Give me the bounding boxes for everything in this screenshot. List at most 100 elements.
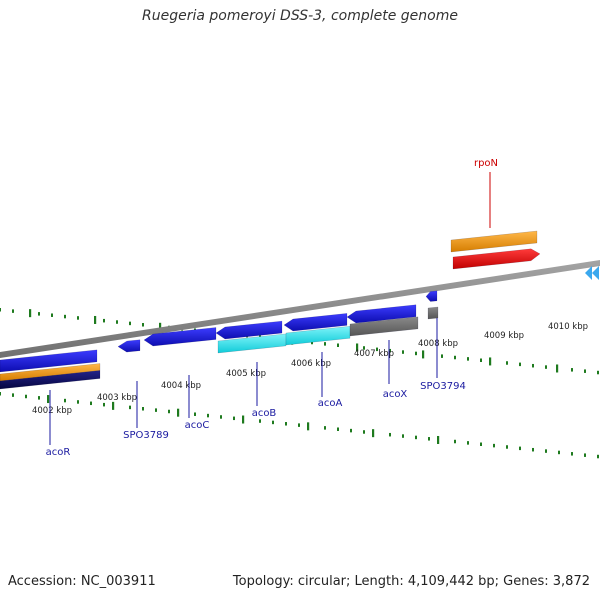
minor-tick: [207, 413, 209, 418]
minor-tick: [12, 393, 14, 397]
minor-tick: [129, 321, 131, 326]
minor-tick: [51, 313, 53, 317]
gene-name: acoA: [318, 398, 343, 409]
minor-tick: [428, 437, 430, 441]
ruler-label: 4006 kbp: [291, 359, 331, 369]
gene-acoB-feature[interactable]: [215, 320, 283, 340]
minor-tick: [129, 405, 131, 410]
minor-tick: [350, 428, 352, 433]
ruler-label: 4008 kbp: [418, 339, 458, 349]
minor-tick: [584, 453, 586, 457]
minor-tick: [545, 449, 547, 453]
gene-name: acoC: [185, 420, 210, 431]
minor-tick: [259, 419, 261, 423]
minor-tick: [571, 368, 573, 372]
minor-tick: [194, 412, 196, 416]
gene-name: SPO3794: [420, 381, 466, 392]
accession-label: Accession: NC_003911: [8, 574, 156, 589]
ruler-label: 4004 kbp: [161, 381, 201, 391]
minor-tick: [506, 361, 508, 365]
gene-label-acoB[interactable]: acoB: [252, 362, 277, 419]
minor-tick: [389, 348, 391, 353]
minor-tick: [12, 309, 14, 313]
rpoN-orange-feature[interactable]: [450, 230, 538, 253]
lower-tick-row: [0, 392, 599, 459]
minor-tick: [38, 396, 40, 400]
minor-tick: [90, 401, 92, 406]
minor-tick: [454, 439, 456, 444]
minor-tick: [337, 427, 339, 431]
minor-tick: [64, 314, 66, 319]
ruler-label: 4009 kbp: [484, 331, 524, 341]
minor-tick: [0, 308, 1, 312]
major-tick: [422, 350, 425, 359]
minor-tick: [454, 355, 456, 360]
minor-tick: [493, 443, 495, 448]
minor-tick: [155, 408, 157, 412]
gene-label-acoC[interactable]: acoC: [185, 375, 210, 431]
gene-label-acoR[interactable]: acoR: [46, 390, 71, 458]
gene-SPO3789-feature[interactable]: [117, 339, 141, 353]
major-tick: [489, 357, 492, 366]
gene-label-rpoN[interactable]: rpoN: [474, 158, 498, 228]
gene-label-SPO3789[interactable]: SPO3789: [123, 381, 169, 441]
gene-name: acoR: [46, 447, 71, 458]
minor-tick: [272, 420, 274, 425]
rpoN-red-feature[interactable]: [452, 248, 541, 270]
major-tick: [242, 415, 245, 424]
minor-tick: [64, 398, 66, 403]
genome-summary: Topology: circular; Length: 4,109,442 bp…: [232, 574, 590, 589]
major-tick: [94, 315, 97, 324]
ruler-labels: 4002 kbp 4003 kbp 4004 kbp 4005 kbp 4006 kbp…: [32, 322, 588, 416]
gene-acoX-feature[interactable]: [346, 304, 417, 324]
major-tick: [372, 429, 375, 438]
ruler-label: 4002 kbp: [32, 406, 72, 416]
minor-tick: [363, 346, 365, 350]
minor-tick: [441, 354, 443, 358]
minor-tick: [363, 430, 365, 434]
gene-acoC-feature[interactable]: [143, 327, 217, 347]
major-tick: [437, 435, 440, 444]
gene-label-acoA[interactable]: acoA: [318, 352, 343, 409]
gene-label-acoX[interactable]: acoX: [383, 340, 408, 400]
minor-tick: [25, 394, 27, 399]
gene-acoA-feature[interactable]: [283, 313, 348, 332]
acoR-navy-feature[interactable]: [0, 370, 101, 390]
minor-tick: [103, 402, 105, 407]
minor-tick: [233, 416, 235, 421]
ruler-label: 4010 kbp: [548, 322, 588, 332]
ruler-label: 4007 kbp: [354, 349, 394, 359]
minor-tick: [532, 447, 534, 452]
minor-tick: [402, 434, 404, 438]
gene-acoR-feature[interactable]: [0, 349, 98, 373]
acoR-orange-feature[interactable]: [0, 363, 101, 382]
minor-tick: [532, 363, 534, 368]
minor-tick: [415, 351, 417, 356]
double-chevron-left-icon[interactable]: [585, 266, 599, 280]
minor-tick: [467, 441, 469, 445]
minor-tick: [402, 350, 404, 354]
gene-name: rpoN: [474, 158, 498, 169]
gene-SPO3794-feature[interactable]: [425, 290, 438, 302]
minor-tick: [168, 409, 170, 414]
minor-tick: [142, 323, 144, 327]
gene-name: acoB: [252, 408, 277, 419]
minor-tick: [337, 343, 339, 347]
major-tick: [112, 401, 115, 410]
minor-tick: [597, 370, 599, 375]
minor-tick: [480, 358, 482, 363]
ruler-label: 4003 kbp: [97, 393, 137, 403]
minor-tick: [545, 365, 547, 369]
minor-tick: [324, 426, 326, 430]
minor-tick: [324, 342, 326, 346]
gene-label-SPO3794[interactable]: SPO3794: [420, 318, 466, 392]
SPO3794-gray-feature[interactable]: [427, 306, 439, 320]
gene-features: [0, 230, 600, 390]
minor-tick: [116, 320, 118, 324]
minor-tick: [480, 442, 482, 447]
minor-tick: [311, 340, 313, 345]
major-tick: [356, 343, 359, 352]
acoX-gray-feature[interactable]: [349, 316, 419, 337]
minor-tick: [103, 318, 105, 323]
